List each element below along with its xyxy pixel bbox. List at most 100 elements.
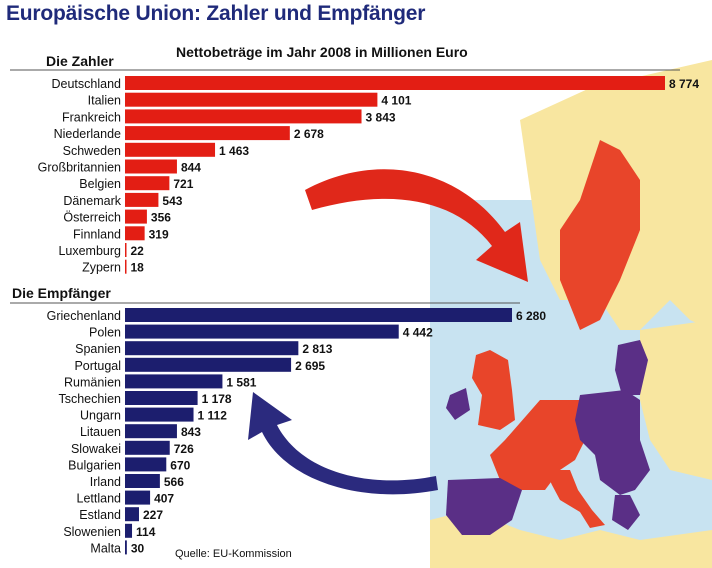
zahler-category-label-5: Großbritannien [38, 161, 121, 175]
zahler-bar-10 [125, 243, 127, 257]
zahler-bar-9 [125, 226, 145, 241]
empf-bar-5 [125, 391, 198, 405]
chart-subtitle: Nettobeträge im Jahr 2008 in Millionen E… [176, 44, 468, 60]
zahler-category-label-7: Dänemark [63, 194, 121, 208]
zahler-category-label-11: Zypern [82, 261, 121, 275]
zahler-category-label-9: Finnland [73, 227, 121, 241]
zahler-category-label-3: Niederlande [54, 127, 121, 141]
map-greece [612, 495, 640, 530]
empf-bar-14 [125, 540, 127, 555]
map-baltics [615, 340, 648, 395]
group-title-empfaenger: Die Empfänger [12, 285, 111, 301]
empf-value-label-10: 566 [164, 475, 184, 489]
zahler-value-label-1: 4 101 [381, 94, 411, 108]
zahler-value-label-6: 721 [173, 177, 193, 191]
empf-category-label-9: Bulgarien [68, 458, 121, 472]
zahler-value-label-11: 18 [131, 261, 145, 275]
empf-bar-13 [125, 523, 133, 538]
empf-category-label-14: Malta [90, 541, 121, 555]
empf-bar-7 [125, 424, 177, 439]
zahler-bar-5 [125, 159, 177, 174]
zahler-category-labels: Deutschland Italien Frankreich Niederlande S… [38, 77, 122, 275]
map-italy [545, 470, 605, 528]
zahler-bar-7 [125, 192, 159, 207]
empf-bar-3 [125, 357, 292, 372]
empf-value-label-2: 2 813 [302, 342, 332, 356]
empf-value-label-12: 227 [143, 508, 163, 522]
zahler-value-label-9: 319 [149, 227, 169, 241]
zahler-bar-1 [125, 92, 378, 107]
source-note: Quelle: EU-Kommission [175, 548, 292, 560]
empf-value-label-1: 4 442 [403, 326, 433, 340]
empf-bar-10 [125, 474, 160, 488]
empf-bar-12 [125, 507, 139, 522]
empf-bar-9 [125, 457, 167, 472]
europe-map [430, 60, 712, 568]
map-eastern-receivers [575, 390, 650, 495]
empf-category-label-10: Irland [90, 475, 121, 489]
zahler-bar-11 [125, 259, 127, 274]
map-sweden-finland [560, 140, 640, 330]
map-ireland [446, 388, 470, 420]
zahler-value-labels: 8 774 4 101 3 843 2 678 1 463 844 721 543 356 319… [131, 77, 700, 275]
zahler-value-label-5: 844 [181, 161, 201, 175]
zahler-bar-3 [125, 126, 290, 141]
empf-category-label-0: Griechenland [47, 309, 121, 323]
map-land-east [640, 320, 712, 480]
empf-category-label-11: Lettland [77, 492, 122, 506]
map-western-payers [490, 400, 590, 490]
zahler-bar-6 [125, 176, 170, 191]
map-uk [472, 350, 515, 430]
zahler-bar-2 [125, 109, 362, 124]
zahler-category-label-6: Belgien [79, 177, 121, 191]
zahler-category-label-10: Luxemburg [58, 244, 121, 258]
zahler-value-label-3: 2 678 [294, 127, 324, 141]
empf-bar-2 [125, 341, 299, 356]
zahler-value-label-10: 22 [131, 244, 145, 258]
zahler-bar-0 [125, 76, 665, 90]
zahler-bars [125, 76, 665, 274]
empf-category-label-8: Slowakei [71, 442, 121, 456]
zahler-category-label-0: Deutschland [52, 77, 122, 91]
zahler-value-label-2: 3 843 [366, 110, 396, 124]
empf-value-label-6: 1 112 [198, 409, 228, 423]
zahler-value-label-0: 8 774 [669, 77, 699, 91]
empf-bar-0 [125, 308, 512, 322]
empf-value-label-14: 30 [131, 541, 145, 555]
empf-value-label-3: 2 695 [295, 359, 325, 373]
empf-category-label-13: Slowenien [63, 525, 121, 539]
empf-bar-8 [125, 440, 170, 455]
empf-bar-6 [125, 407, 194, 422]
empf-bar-11 [125, 490, 151, 505]
blue-arrow [248, 392, 438, 495]
zahler-category-label-4: Schweden [63, 144, 121, 158]
empf-value-label-8: 726 [174, 442, 194, 456]
chart-title: Europäische Union: Zahler und Empfänger [6, 2, 426, 25]
empf-value-label-4: 1 581 [226, 375, 256, 389]
map-iberia [446, 478, 522, 535]
empf-category-label-4: Rumänien [64, 375, 121, 389]
empf-category-label-5: Tschechien [58, 392, 121, 406]
group-title-zahler: Die Zahler [46, 53, 114, 69]
zahler-value-label-4: 1 463 [219, 144, 249, 158]
empf-category-label-6: Ungarn [80, 409, 121, 423]
empf-value-label-7: 843 [181, 425, 201, 439]
zahler-category-label-1: Italien [88, 94, 121, 108]
zahler-category-label-2: Frankreich [62, 110, 121, 124]
empf-bar-4 [125, 374, 223, 389]
empf-bar-1 [125, 324, 399, 339]
empf-value-label-13: 114 [136, 525, 156, 539]
zahler-bar-4 [125, 142, 216, 157]
empf-value-label-11: 407 [154, 492, 174, 506]
zahler-value-label-7: 543 [162, 194, 182, 208]
empf-category-label-12: Estland [79, 508, 121, 522]
empf-value-label-9: 670 [170, 458, 190, 472]
empf-value-label-5: 1 178 [202, 392, 232, 406]
zahler-value-label-8: 356 [151, 211, 171, 225]
empfaenger-bars [125, 308, 512, 555]
empfaenger-value-labels: 6 280 4 442 2 813 2 695 1 581 1 178 1 112 843 72… [131, 309, 547, 555]
empf-category-label-7: Litauen [80, 425, 121, 439]
zahler-category-label-8: Österreich [63, 211, 121, 225]
empf-category-label-2: Spanien [75, 342, 121, 356]
